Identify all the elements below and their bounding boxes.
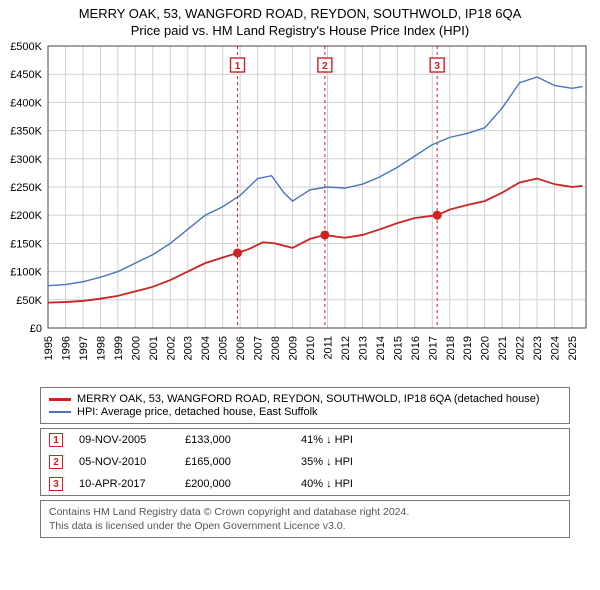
svg-text:£100K: £100K bbox=[10, 267, 42, 279]
attribution-footer: Contains HM Land Registry data © Crown c… bbox=[40, 500, 570, 538]
svg-text:2009: 2009 bbox=[288, 336, 300, 360]
legend-color-key bbox=[49, 398, 71, 401]
sale-row: 2 05-NOV-2010 £165,000 35% ↓ HPI bbox=[41, 451, 569, 473]
svg-text:2013: 2013 bbox=[357, 336, 369, 360]
svg-text:£50K: £50K bbox=[16, 295, 42, 307]
footer-line-1: Contains HM Land Registry data © Crown c… bbox=[49, 505, 561, 519]
svg-text:1998: 1998 bbox=[95, 336, 107, 360]
legend-label: HPI: Average price, detached house, East… bbox=[77, 406, 318, 418]
svg-text:1995: 1995 bbox=[43, 336, 55, 360]
chart-area: £0 £50K £100K £150K £200K £250K £300K £350K £400… bbox=[0, 40, 600, 385]
legend: MERRY OAK, 53, WANGFORD ROAD, REYDON, SO… bbox=[40, 387, 570, 424]
svg-text:2008: 2008 bbox=[270, 336, 282, 360]
svg-text:£350K: £350K bbox=[10, 126, 42, 138]
svg-text:2021: 2021 bbox=[497, 336, 509, 360]
title-line-2: Price paid vs. HM Land Registry's House … bbox=[10, 23, 590, 38]
svg-text:2005: 2005 bbox=[218, 336, 230, 360]
svg-text:2020: 2020 bbox=[480, 336, 492, 360]
chart-titles: MERRY OAK, 53, WANGFORD ROAD, REYDON, SO… bbox=[0, 0, 600, 40]
svg-text:£450K: £450K bbox=[10, 69, 42, 81]
svg-text:£0: £0 bbox=[30, 323, 42, 335]
svg-text:2011: 2011 bbox=[322, 336, 334, 360]
svg-text:£150K: £150K bbox=[10, 238, 42, 250]
svg-text:2022: 2022 bbox=[515, 336, 527, 360]
svg-text:2025: 2025 bbox=[567, 336, 579, 360]
sale-pct: 40% ↓ HPI bbox=[301, 478, 391, 490]
svg-text:£500K: £500K bbox=[10, 41, 42, 53]
svg-text:2001: 2001 bbox=[148, 336, 160, 360]
sale-price: £165,000 bbox=[185, 456, 285, 468]
svg-text:2003: 2003 bbox=[183, 336, 195, 360]
svg-text:1999: 1999 bbox=[113, 336, 125, 360]
svg-text:2006: 2006 bbox=[235, 336, 247, 360]
legend-color-key bbox=[49, 411, 71, 413]
price-chart: £0 £50K £100K £150K £200K £250K £300K £350K £400… bbox=[0, 40, 600, 380]
svg-text:£250K: £250K bbox=[10, 182, 42, 194]
svg-text:1: 1 bbox=[235, 61, 241, 72]
title-line-1: MERRY OAK, 53, WANGFORD ROAD, REYDON, SO… bbox=[10, 6, 590, 21]
svg-text:2: 2 bbox=[322, 61, 328, 72]
sale-price: £200,000 bbox=[185, 478, 285, 490]
svg-text:3: 3 bbox=[434, 61, 440, 72]
svg-text:2010: 2010 bbox=[305, 336, 317, 360]
sale-row: 3 10-APR-2017 £200,000 40% ↓ HPI bbox=[41, 473, 569, 495]
sale-price: £133,000 bbox=[185, 434, 285, 446]
sale-date: 05-NOV-2010 bbox=[79, 456, 169, 468]
svg-text:2012: 2012 bbox=[340, 336, 352, 360]
svg-text:£400K: £400K bbox=[10, 97, 42, 109]
sale-date: 09-NOV-2005 bbox=[79, 434, 169, 446]
svg-text:£300K: £300K bbox=[10, 154, 42, 166]
svg-text:2014: 2014 bbox=[375, 336, 387, 360]
svg-text:2019: 2019 bbox=[462, 336, 474, 360]
svg-text:1996: 1996 bbox=[60, 336, 72, 360]
sale-pct: 35% ↓ HPI bbox=[301, 456, 391, 468]
svg-text:2004: 2004 bbox=[200, 336, 212, 360]
svg-text:2002: 2002 bbox=[165, 336, 177, 360]
legend-label: MERRY OAK, 53, WANGFORD ROAD, REYDON, SO… bbox=[77, 393, 540, 405]
svg-text:2023: 2023 bbox=[532, 336, 544, 360]
svg-text:2024: 2024 bbox=[550, 336, 562, 360]
sales-table: 1 09-NOV-2005 £133,000 41% ↓ HPI 2 05-NOV-201… bbox=[40, 428, 570, 496]
sale-marker-icon: 1 bbox=[49, 433, 63, 447]
svg-text:2007: 2007 bbox=[253, 336, 265, 360]
svg-text:2018: 2018 bbox=[445, 336, 457, 360]
sale-row: 1 09-NOV-2005 £133,000 41% ↓ HPI bbox=[41, 429, 569, 451]
sale-marker-icon: 3 bbox=[49, 477, 63, 491]
svg-text:2015: 2015 bbox=[392, 336, 404, 360]
svg-text:2000: 2000 bbox=[130, 336, 142, 360]
sale-marker-icon: 2 bbox=[49, 455, 63, 469]
legend-row: MERRY OAK, 53, WANGFORD ROAD, REYDON, SO… bbox=[49, 393, 561, 405]
svg-text:2017: 2017 bbox=[427, 336, 439, 360]
svg-text:£200K: £200K bbox=[10, 210, 42, 222]
footer-line-2: This data is licensed under the Open Gov… bbox=[49, 519, 561, 533]
sale-date: 10-APR-2017 bbox=[79, 478, 169, 490]
svg-text:2016: 2016 bbox=[410, 336, 422, 360]
legend-row: HPI: Average price, detached house, East… bbox=[49, 406, 561, 418]
sale-pct: 41% ↓ HPI bbox=[301, 434, 391, 446]
svg-text:1997: 1997 bbox=[78, 336, 90, 360]
